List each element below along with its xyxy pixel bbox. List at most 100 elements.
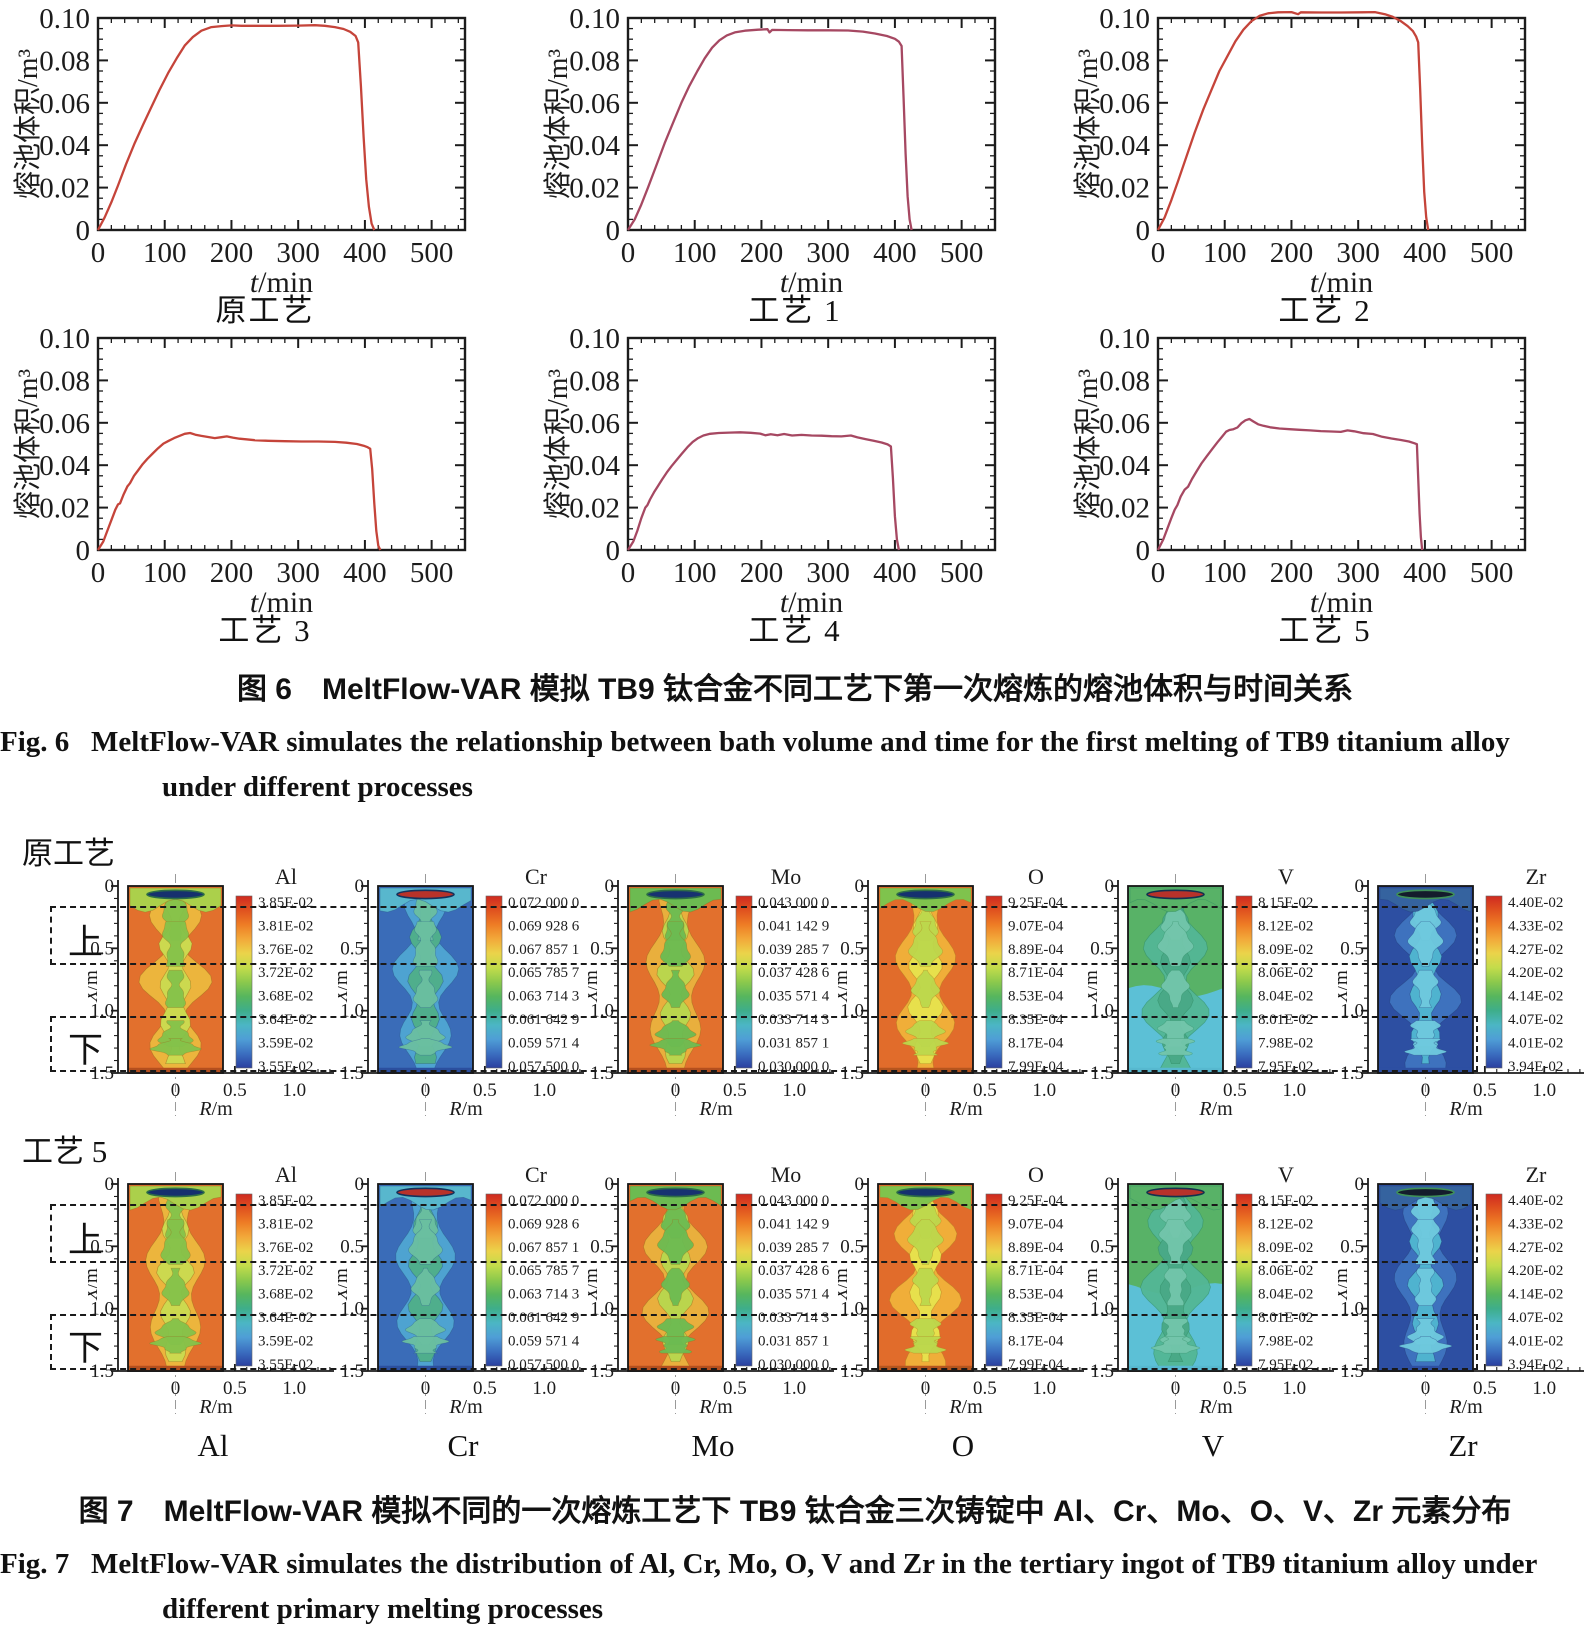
svg-text:R/m: R/m	[448, 1396, 483, 1416]
svg-text:8.04E-02: 8.04E-02	[1258, 1286, 1313, 1302]
svg-text:V: V	[1278, 868, 1294, 889]
contour-panel-zr: 00.51.01.5X/m00.51.0R/mZr4.40E-024.33E-0…	[1338, 868, 1584, 1118]
svg-text:0.10: 0.10	[39, 328, 90, 355]
svg-text:0.5: 0.5	[90, 1236, 114, 1257]
svg-text:400: 400	[1403, 557, 1447, 589]
svg-text:9.07E-04: 9.07E-04	[1008, 918, 1064, 934]
svg-text:1.0: 1.0	[1532, 1378, 1556, 1399]
svg-text:4.14E-02: 4.14E-02	[1508, 988, 1563, 1004]
svg-text:0: 0	[1135, 215, 1150, 247]
svg-text:Zr: Zr	[1526, 868, 1547, 889]
svg-text:R/m: R/m	[198, 1098, 233, 1118]
svg-text:4.33E-02: 4.33E-02	[1508, 918, 1563, 934]
line-chart-process-3: 00.020.040.060.080.100 100 200 300 400 500熔池体…	[13, 328, 466, 618]
ingot-contour	[127, 884, 224, 1074]
svg-text:熔池体积/m³: 熔池体积/m³	[13, 49, 44, 199]
panel-axes: 00.51.01.5X/m00.51.0R/m	[838, 1174, 1084, 1416]
chart-subtitle: 工艺 4	[748, 613, 842, 648]
svg-text:Mo: Mo	[771, 1166, 802, 1187]
colorbar: Zr 4.40E-02 4.33E-02 4.27E-02 4.20E-02 4.14E-…	[1485, 868, 1563, 1075]
svg-text:0.041 142 9: 0.041 142 9	[758, 1216, 829, 1232]
svg-text:1.0: 1.0	[782, 1378, 806, 1399]
svg-text:1.0: 1.0	[1032, 1080, 1056, 1101]
svg-text:8.04E-02: 8.04E-02	[1258, 988, 1313, 1004]
svg-text:0: 0	[620, 557, 635, 589]
svg-text:8.12E-02: 8.12E-02	[1258, 918, 1313, 934]
svg-text:8.09E-02: 8.09E-02	[1258, 942, 1313, 958]
svg-text:8.53E-04: 8.53E-04	[1008, 988, 1064, 1004]
svg-text:0.04: 0.04	[569, 130, 620, 162]
svg-text:0.06: 0.06	[569, 408, 620, 440]
svg-text:0.08: 0.08	[39, 365, 90, 397]
svg-text:0: 0	[605, 535, 620, 567]
svg-text:0.04: 0.04	[569, 450, 620, 482]
svg-text:R/m: R/m	[1448, 1396, 1483, 1416]
svg-text:0: 0	[605, 876, 615, 897]
svg-text:3.59E-02: 3.59E-02	[258, 1333, 313, 1349]
svg-text:200: 200	[739, 237, 783, 269]
ingot-contour	[1377, 884, 1474, 1074]
svg-text:X/m: X/m	[1338, 970, 1352, 1003]
figure6-caption-en: Fig. 6 MeltFlow-VAR simulates the relati…	[0, 720, 1590, 810]
svg-text:4.01E-02: 4.01E-02	[1508, 1035, 1563, 1051]
svg-text:X/m: X/m	[338, 970, 352, 1003]
svg-text:0.067 857 1: 0.067 857 1	[508, 942, 579, 958]
svg-text:0.08: 0.08	[569, 45, 620, 77]
svg-text:400: 400	[873, 557, 917, 589]
svg-text:0.5: 0.5	[1223, 1080, 1247, 1101]
svg-text:0.02: 0.02	[39, 173, 90, 205]
paper-figure-page: { "chart_data": { "figure6_charts": [ {"…	[0, 8, 1590, 1625]
svg-text:1.5: 1.5	[1090, 1063, 1114, 1084]
svg-text:0: 0	[605, 1174, 615, 1195]
svg-text:1.0: 1.0	[1282, 1378, 1306, 1399]
figure7-caption-zh: 图 7 MeltFlow-VAR 模拟不同的一次熔炼工艺下 TB9 钛合金三次铸…	[78, 1494, 1512, 1528]
svg-text:t/min: t/min	[779, 586, 842, 618]
svg-text:0: 0	[1355, 1174, 1365, 1195]
figure7-row1-label: 原工艺	[22, 835, 115, 871]
svg-text:8.89E-04: 8.89E-04	[1008, 942, 1064, 958]
chart-axes: 00.020.040.060.080.100 100 200 300 400 500熔池体…	[543, 8, 996, 298]
chart-cell-process-3: 0 0.02 0.04 0.06 0.08 0.10 0 100 200 300 400 500 熔池体…	[0, 328, 530, 648]
svg-text:0.039 285 7: 0.039 285 7	[758, 1240, 830, 1256]
svg-text:100: 100	[672, 557, 716, 589]
svg-text:8.06E-02: 8.06E-02	[1258, 1263, 1313, 1279]
svg-text:0: 0	[75, 535, 90, 567]
svg-text:100: 100	[142, 557, 186, 589]
ingot-contour	[877, 884, 974, 1074]
svg-text:0.02: 0.02	[569, 493, 620, 525]
line-chart-original-process: 00.020.040.060.080.100 100 200 300 400 500熔池体…	[13, 8, 466, 298]
svg-text:7.98E-02: 7.98E-02	[1258, 1035, 1313, 1051]
svg-text:100: 100	[1202, 237, 1246, 269]
svg-text:0.06: 0.06	[39, 88, 90, 120]
svg-text:0.067 857 1: 0.067 857 1	[508, 1240, 579, 1256]
svg-text:8.12E-02: 8.12E-02	[1258, 1216, 1313, 1232]
contour-panel-o: 00.51.01.5X/m00.51.0R/mO9.25E-049.07E-04…	[838, 868, 1084, 1118]
svg-text:4.01E-02: 4.01E-02	[1508, 1333, 1563, 1349]
svg-text:8.71E-04: 8.71E-04	[1008, 1263, 1064, 1279]
svg-text:0.059 571 4: 0.059 571 4	[508, 1035, 580, 1051]
svg-text:0.08: 0.08	[1099, 45, 1150, 77]
figure6-caption-en-label: Fig. 6	[0, 726, 70, 758]
svg-text:Al: Al	[275, 868, 297, 889]
svg-text:4.20E-02: 4.20E-02	[1508, 965, 1563, 981]
svg-text:熔池体积/m³: 熔池体积/m³	[1073, 49, 1104, 199]
svg-text:1.5: 1.5	[340, 1361, 364, 1382]
svg-text:500: 500	[939, 237, 983, 269]
svg-text:1.5: 1.5	[1340, 1361, 1364, 1382]
svg-text:X/m: X/m	[588, 1268, 602, 1301]
svg-text:R/m: R/m	[948, 1396, 983, 1416]
svg-text:Mo: Mo	[771, 868, 802, 889]
svg-text:200: 200	[1269, 557, 1313, 589]
svg-text:0.06: 0.06	[1099, 88, 1150, 120]
svg-text:R/m: R/m	[1198, 1396, 1233, 1416]
chart-subtitle: 原工艺	[215, 293, 315, 328]
svg-text:0.5: 0.5	[973, 1080, 997, 1101]
svg-text:1.5: 1.5	[840, 1361, 864, 1382]
svg-text:100: 100	[672, 237, 716, 269]
svg-text:R/m: R/m	[698, 1098, 733, 1118]
svg-text:X/m: X/m	[338, 1268, 352, 1301]
colorbar: O9.25E-049.07E-048.89E-048.71E-048.53E-0…	[985, 1166, 1064, 1373]
svg-text:1.0: 1.0	[1032, 1378, 1056, 1399]
